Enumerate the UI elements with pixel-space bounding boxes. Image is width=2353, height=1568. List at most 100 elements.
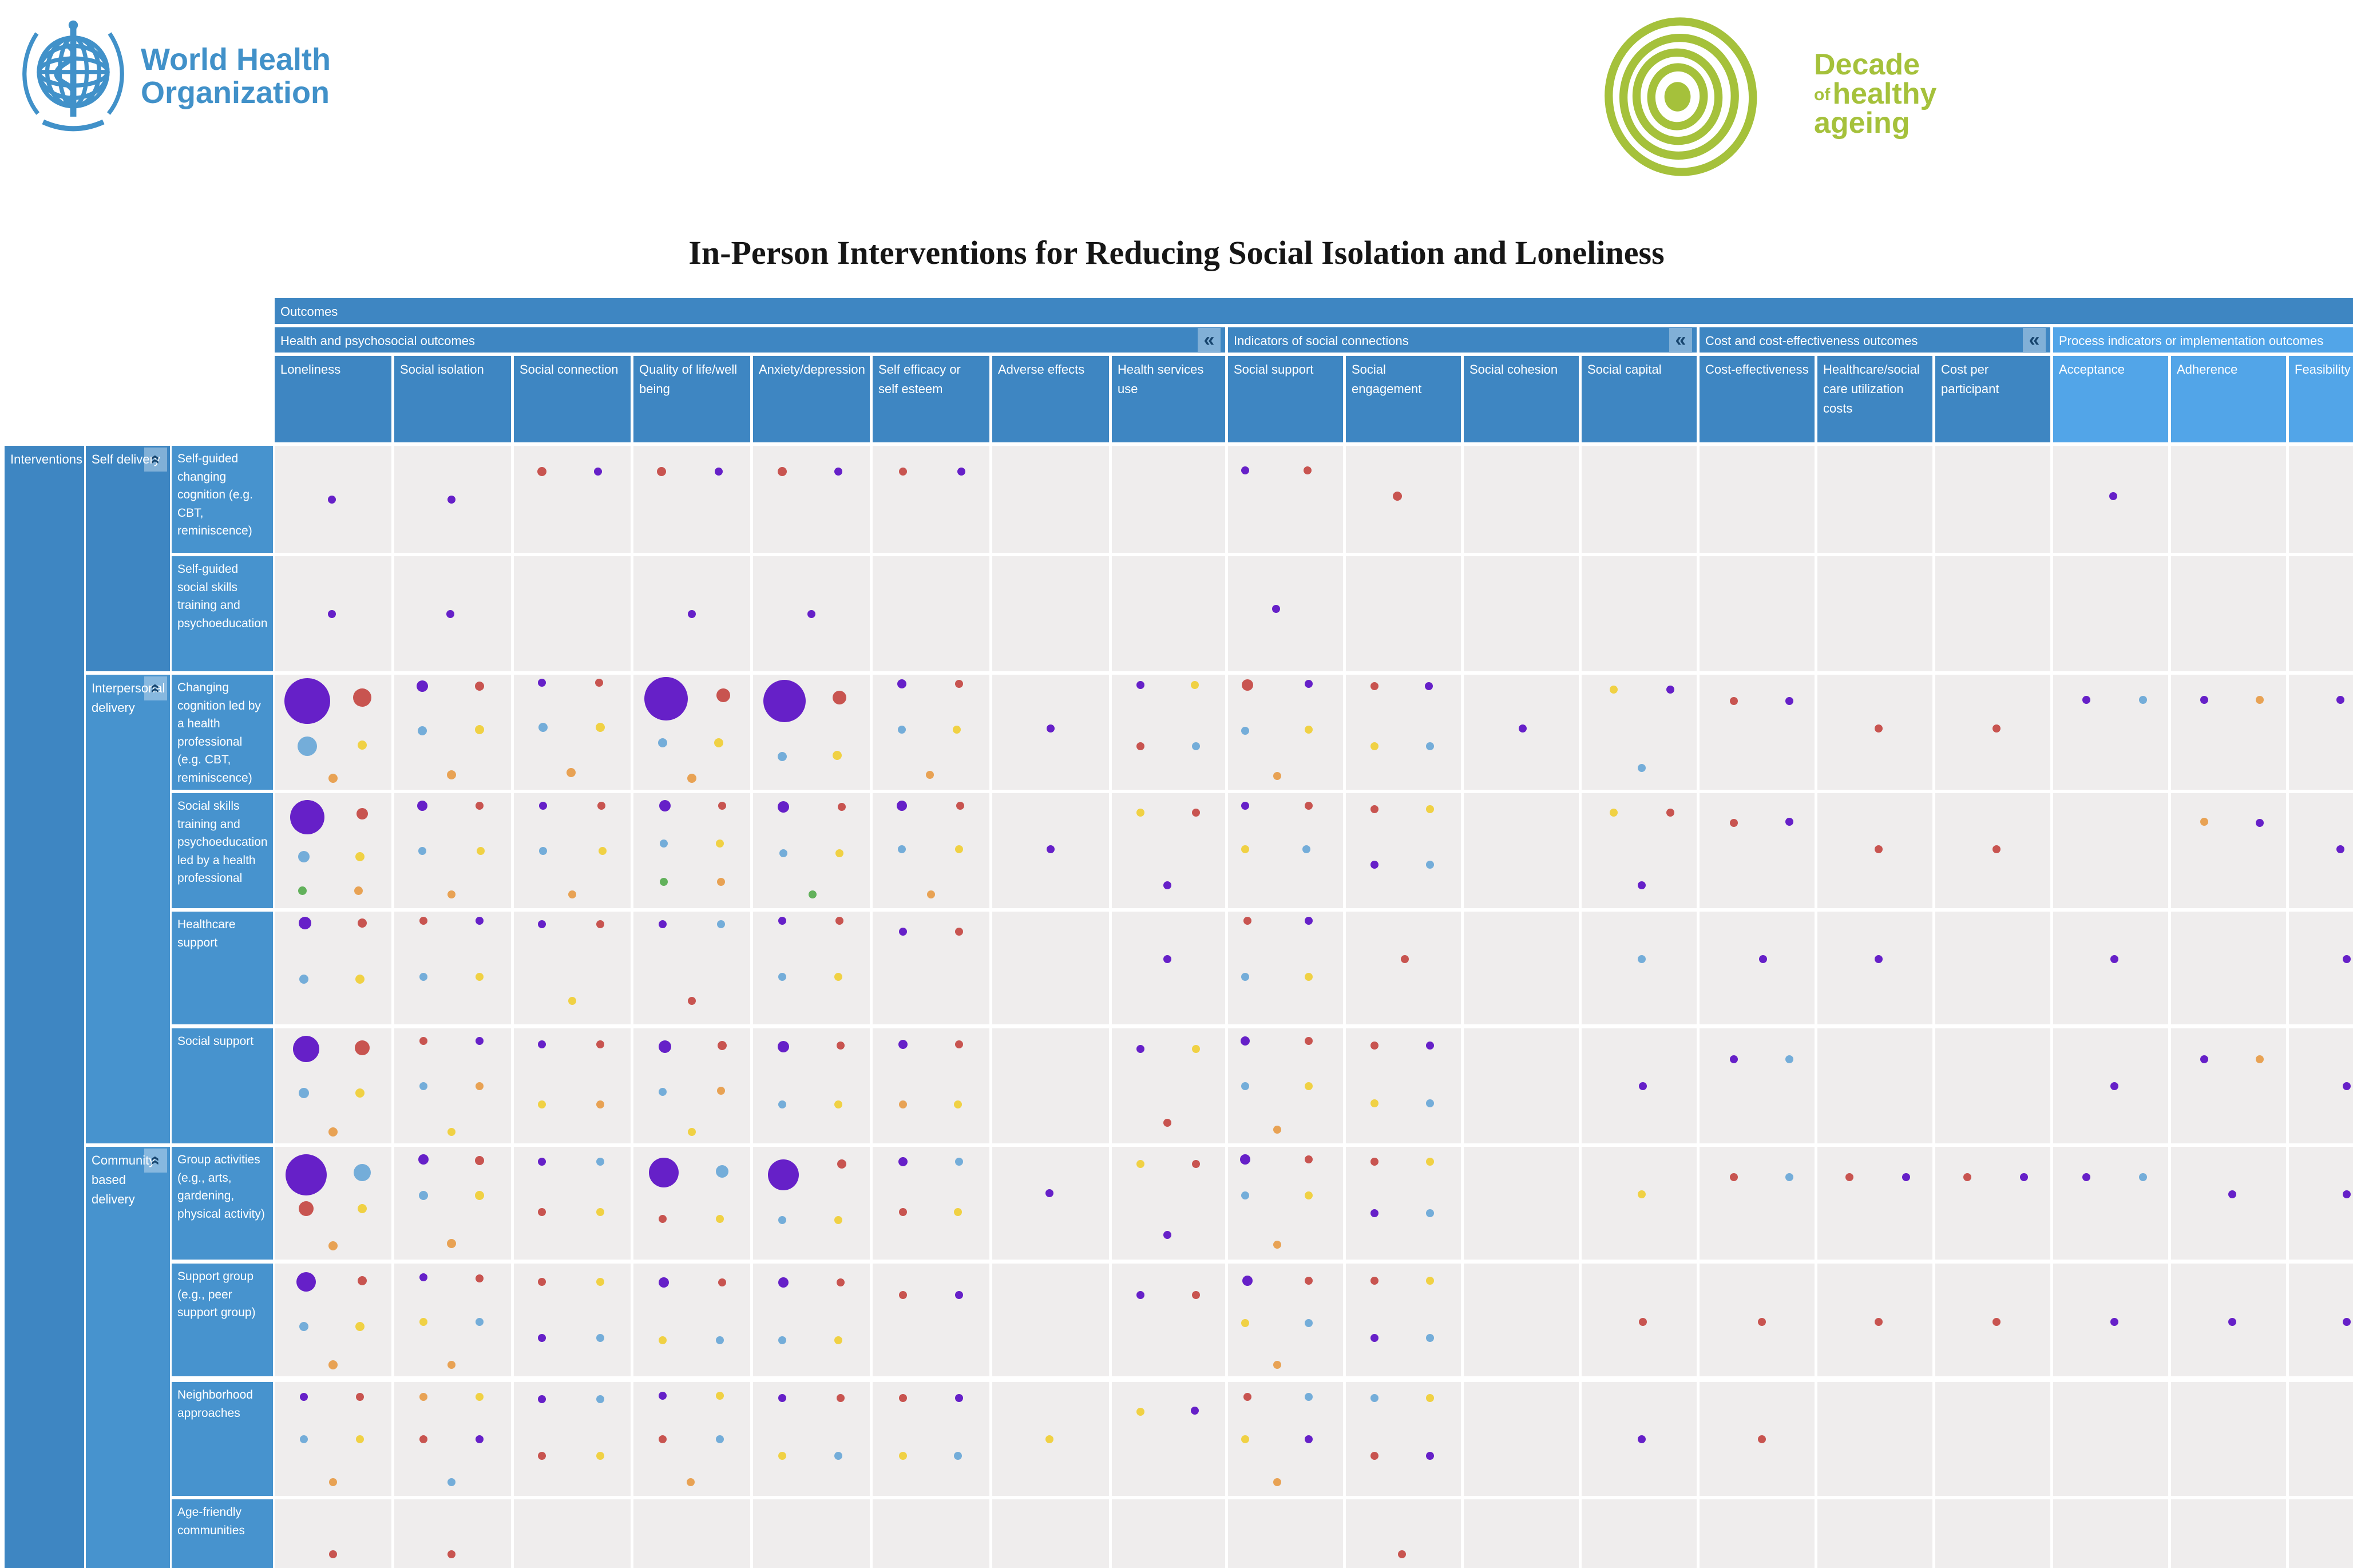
bubble-b[interactable] bbox=[299, 975, 308, 984]
bubble-b[interactable] bbox=[1426, 742, 1434, 750]
collapse-columns-icon[interactable]: « bbox=[1198, 328, 1221, 352]
bubble-b[interactable] bbox=[539, 847, 547, 855]
bubble-o[interactable] bbox=[2256, 696, 2264, 704]
bubble-p[interactable] bbox=[1136, 1291, 1144, 1299]
bubble-b[interactable] bbox=[419, 973, 427, 981]
bubble-y[interactable] bbox=[358, 1204, 367, 1213]
bubble-p[interactable] bbox=[476, 1037, 484, 1045]
bubble-y[interactable] bbox=[596, 1208, 604, 1216]
bubble-r[interactable] bbox=[899, 1291, 907, 1299]
bubble-o[interactable] bbox=[717, 878, 725, 886]
bubble-b[interactable] bbox=[476, 1318, 484, 1326]
bubble-p[interactable] bbox=[688, 610, 696, 618]
bubble-p[interactable] bbox=[2343, 1082, 2351, 1090]
bubble-b[interactable] bbox=[419, 1191, 428, 1200]
bubble-p[interactable] bbox=[2336, 696, 2344, 704]
collapse-columns-icon[interactable]: « bbox=[1669, 328, 1692, 352]
bubble-p[interactable] bbox=[1902, 1173, 1910, 1181]
bubble-p[interactable] bbox=[1638, 1435, 1646, 1443]
bubble-p[interactable] bbox=[1272, 605, 1280, 613]
bubble-p[interactable] bbox=[284, 678, 330, 724]
bubble-g[interactable] bbox=[660, 878, 668, 886]
bubble-p[interactable] bbox=[2336, 845, 2344, 853]
bubble-r[interactable] bbox=[1992, 845, 2001, 853]
bubble-r[interactable] bbox=[538, 1278, 546, 1286]
bubble-b[interactable] bbox=[596, 1158, 604, 1166]
bubble-r[interactable] bbox=[538, 1208, 546, 1216]
bubble-y[interactable] bbox=[834, 973, 842, 981]
bubble-r[interactable] bbox=[1163, 1119, 1171, 1127]
bubble-p[interactable] bbox=[715, 468, 723, 476]
bubble-r[interactable] bbox=[355, 1040, 370, 1055]
bubble-b[interactable] bbox=[1192, 742, 1200, 750]
bubble-b[interactable] bbox=[354, 1164, 371, 1181]
bubble-p[interactable] bbox=[594, 468, 602, 476]
bubble-r[interactable] bbox=[659, 1435, 667, 1443]
bubble-r[interactable] bbox=[1192, 809, 1200, 817]
bubble-r[interactable] bbox=[1136, 742, 1144, 750]
bubble-o[interactable] bbox=[687, 1478, 695, 1486]
bubble-r[interactable] bbox=[476, 802, 484, 810]
bubble-r[interactable] bbox=[538, 1452, 546, 1460]
bubble-p[interactable] bbox=[1785, 818, 1793, 826]
bubble-r[interactable] bbox=[1370, 1158, 1378, 1166]
bubble-p[interactable] bbox=[2343, 1318, 2351, 1326]
bubble-o[interactable] bbox=[328, 774, 338, 783]
bubble-b[interactable] bbox=[596, 1334, 604, 1342]
bubble-p[interactable] bbox=[2200, 1055, 2208, 1063]
bubble-b[interactable] bbox=[1426, 1209, 1434, 1217]
bubble-y[interactable] bbox=[1305, 973, 1313, 981]
bubble-p[interactable] bbox=[1163, 955, 1171, 963]
bubble-r[interactable] bbox=[837, 1159, 846, 1169]
bubble-o[interactable] bbox=[329, 1478, 337, 1486]
bubble-b[interactable] bbox=[658, 738, 667, 747]
bubble-y[interactable] bbox=[475, 725, 484, 734]
bubble-b[interactable] bbox=[299, 1322, 308, 1331]
bubble-p[interactable] bbox=[417, 680, 428, 692]
bubble-r[interactable] bbox=[718, 802, 726, 810]
bubble-b[interactable] bbox=[716, 1336, 724, 1344]
bubble-p[interactable] bbox=[659, 920, 667, 928]
bubble-y[interactable] bbox=[716, 1215, 724, 1223]
bubble-o[interactable] bbox=[899, 1100, 907, 1108]
bubble-r[interactable] bbox=[899, 468, 907, 476]
collapse-rows-icon[interactable]: « bbox=[144, 448, 167, 472]
bubble-y[interactable] bbox=[834, 1216, 842, 1224]
bubble-p[interactable] bbox=[1047, 724, 1055, 732]
bubble-o[interactable] bbox=[328, 1127, 338, 1137]
bubble-r[interactable] bbox=[447, 1550, 455, 1558]
bubble-r[interactable] bbox=[1875, 845, 1883, 853]
bubble-p[interactable] bbox=[778, 801, 789, 813]
bubble-y[interactable] bbox=[596, 1278, 604, 1286]
bubble-r[interactable] bbox=[1305, 1037, 1313, 1045]
bubble-r[interactable] bbox=[718, 1041, 727, 1050]
bubble-p[interactable] bbox=[1242, 1276, 1253, 1286]
bubble-o[interactable] bbox=[2200, 818, 2208, 826]
bubble-p[interactable] bbox=[538, 1334, 546, 1342]
bubble-p[interactable] bbox=[1305, 1435, 1313, 1443]
bubble-r[interactable] bbox=[688, 997, 696, 1005]
bubble-r[interactable] bbox=[1305, 1277, 1313, 1285]
bubble-y[interactable] bbox=[1370, 742, 1378, 750]
bubble-p[interactable] bbox=[1136, 681, 1144, 689]
bubble-b[interactable] bbox=[596, 1395, 604, 1403]
bubble-r[interactable] bbox=[1304, 466, 1312, 474]
bubble-r[interactable] bbox=[1243, 917, 1251, 925]
bubble-b[interactable] bbox=[1370, 1394, 1378, 1402]
bubble-r[interactable] bbox=[955, 680, 963, 688]
bubble-y[interactable] bbox=[688, 1128, 696, 1136]
bubble-p[interactable] bbox=[2110, 1318, 2118, 1326]
bubble-b[interactable] bbox=[447, 1478, 455, 1486]
bubble-b[interactable] bbox=[1241, 1082, 1249, 1090]
bubble-p[interactable] bbox=[1047, 845, 1055, 853]
bubble-o[interactable] bbox=[567, 768, 576, 777]
bubble-y[interactable] bbox=[953, 726, 961, 734]
bubble-p[interactable] bbox=[418, 1154, 429, 1165]
bubble-r[interactable] bbox=[1875, 724, 1883, 732]
bubble-y[interactable] bbox=[419, 1318, 427, 1326]
bubble-p[interactable] bbox=[1426, 1042, 1434, 1050]
bubble-r[interactable] bbox=[778, 467, 787, 476]
bubble-p[interactable] bbox=[2256, 819, 2264, 827]
bubble-o[interactable] bbox=[926, 771, 934, 779]
bubble-o[interactable] bbox=[447, 1239, 456, 1248]
